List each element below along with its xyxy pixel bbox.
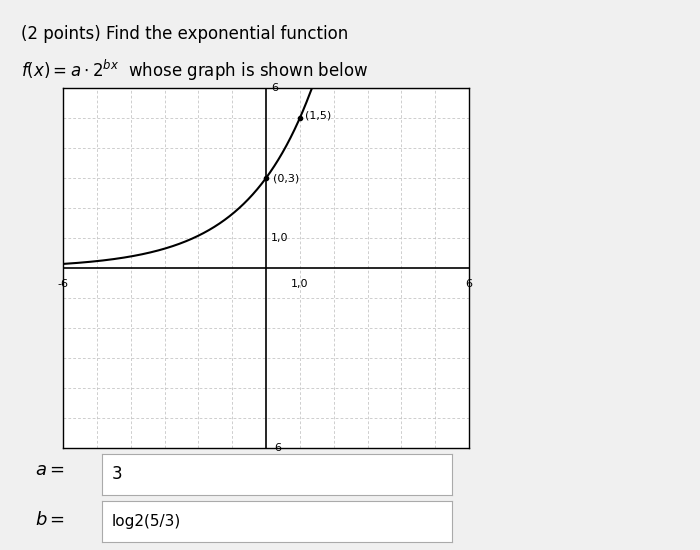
Text: (0,3): (0,3) — [273, 173, 299, 183]
Text: 1,0: 1,0 — [291, 279, 309, 289]
Text: $f(x) = a \cdot 2^{bx}$  whose graph is shown below: $f(x) = a \cdot 2^{bx}$ whose graph is s… — [21, 58, 368, 83]
Text: 3: 3 — [112, 465, 122, 483]
Text: 1,0: 1,0 — [271, 233, 288, 243]
Text: -6: -6 — [57, 279, 69, 289]
Text: 6: 6 — [466, 279, 472, 289]
Text: (2 points) Find the exponential function: (2 points) Find the exponential function — [21, 25, 349, 43]
Text: (1,5): (1,5) — [305, 110, 331, 120]
Text: $b =$: $b =$ — [35, 511, 65, 529]
Text: $a =$: $a =$ — [35, 461, 64, 479]
Text: 6: 6 — [271, 83, 278, 93]
Text: -6: -6 — [271, 443, 282, 453]
Text: log2(5/3): log2(5/3) — [112, 514, 181, 529]
